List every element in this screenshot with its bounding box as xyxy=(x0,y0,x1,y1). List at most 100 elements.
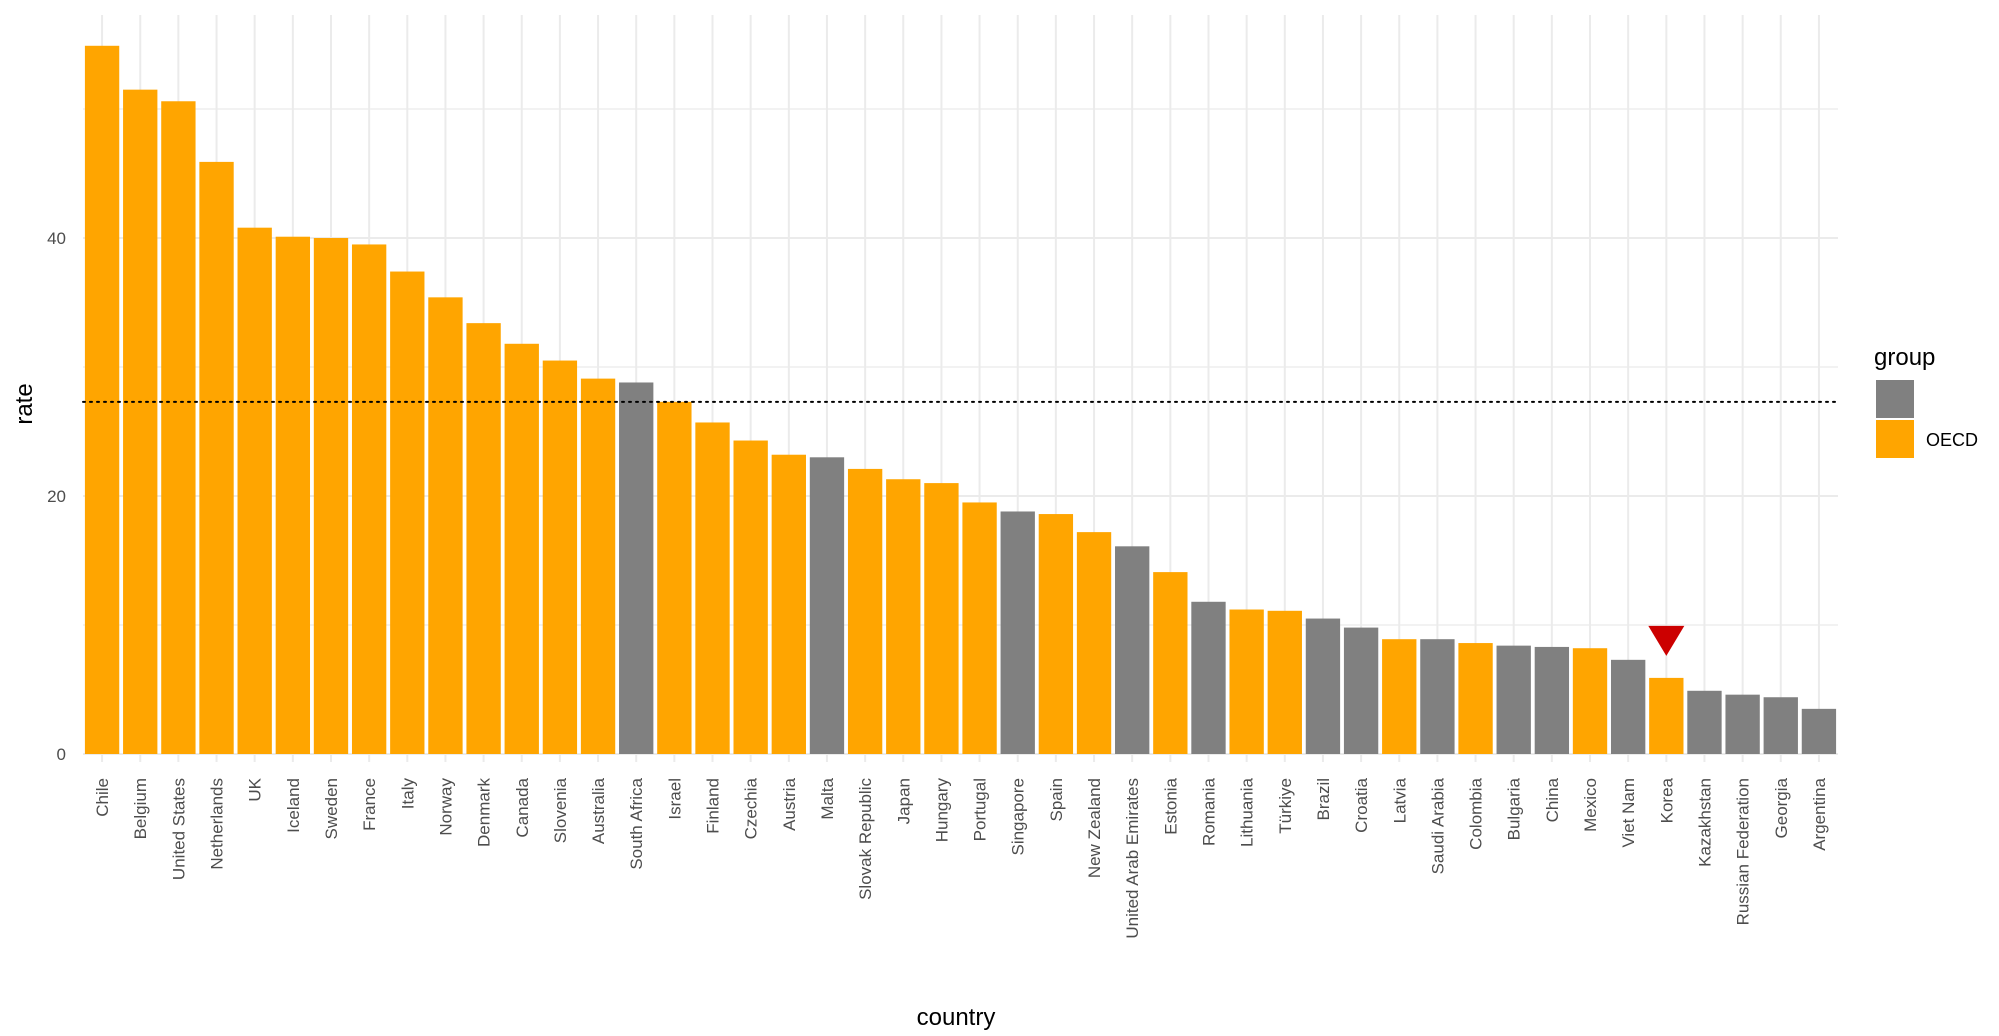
bar-iceland xyxy=(275,236,311,754)
x-tick-label: Kazakhstan xyxy=(1695,778,1714,867)
x-tick-label: United Arab Emirates xyxy=(1123,778,1142,939)
x-tick-label: China xyxy=(1543,777,1562,822)
bar-france xyxy=(351,244,387,754)
legend-label-oecd: OECD xyxy=(1926,430,1978,450)
legend-key-other xyxy=(1876,380,1914,418)
x-tick-label: Sweden xyxy=(322,778,341,839)
y-tick-label: 0 xyxy=(57,745,66,764)
x-tick-label: Singapore xyxy=(1009,778,1028,856)
x-tick-label: Denmark xyxy=(475,778,494,847)
bar-japan xyxy=(886,479,921,754)
bar-saudi-arabia xyxy=(1420,639,1455,754)
bar-sweden xyxy=(313,238,349,754)
x-tick-label: United States xyxy=(169,778,188,880)
x-tick-label: Bulgaria xyxy=(1505,777,1524,840)
x-tick-label: Austria xyxy=(780,777,799,830)
bar-latvia xyxy=(1382,639,1417,754)
x-tick-label: Korea xyxy=(1657,777,1676,823)
x-tick-label: Norway xyxy=(436,778,455,836)
x-tick-label: Saudi Arabia xyxy=(1428,777,1447,874)
legend-key-oecd xyxy=(1876,420,1914,458)
bar-united-states xyxy=(161,101,196,754)
x-tick-label: Chile xyxy=(93,778,112,817)
y-tick-label: 40 xyxy=(47,229,66,248)
x-axis-title: country xyxy=(917,1004,996,1031)
x-tick-label: Colombia xyxy=(1467,777,1486,849)
bar-t-rkiye xyxy=(1267,610,1302,754)
x-tick-label: Portugal xyxy=(971,778,990,841)
bar-mexico xyxy=(1572,648,1608,754)
bar-spain xyxy=(1038,514,1074,754)
bar-brazil xyxy=(1305,618,1341,754)
bar-italy xyxy=(390,271,425,754)
x-tick-label: Slovenia xyxy=(551,777,570,843)
x-tick-label: South Africa xyxy=(627,777,646,869)
x-tick-label: Latvia xyxy=(1390,777,1409,823)
x-tick-label: Belgium xyxy=(131,778,150,839)
x-tick-label: Spain xyxy=(1047,778,1066,821)
bar-croatia xyxy=(1343,627,1379,754)
x-tick-label: Italy xyxy=(398,778,417,810)
bar-lithuania xyxy=(1229,609,1264,754)
bar-finland xyxy=(695,422,730,754)
bar-romania xyxy=(1191,601,1226,754)
x-tick-label: UK xyxy=(246,777,265,801)
y-tick-label: 20 xyxy=(47,487,66,506)
x-tick-label: Romania xyxy=(1199,777,1218,846)
bar-new-zealand xyxy=(1076,532,1112,754)
bar-austria xyxy=(771,454,806,754)
bar-chile xyxy=(84,45,120,755)
bar-canada xyxy=(504,343,539,754)
bar-malta xyxy=(809,457,845,754)
x-tick-label: Netherlands xyxy=(208,778,227,870)
bar-viet-nam xyxy=(1610,659,1646,754)
x-tick-label: Slovak Republic xyxy=(856,778,875,900)
bar-bulgaria xyxy=(1496,645,1531,754)
bar-south-africa xyxy=(619,382,654,754)
bar-denmark xyxy=(466,323,501,754)
x-tick-label: France xyxy=(360,778,379,831)
x-tick-label: Brazil xyxy=(1314,778,1333,821)
y-tick-labels: 0 20 40 xyxy=(47,229,66,764)
bar-belgium xyxy=(123,89,158,754)
x-tick-label: Lithuania xyxy=(1238,777,1257,847)
legend-title: group xyxy=(1874,344,1935,371)
x-tick-label: Japan xyxy=(894,778,913,824)
bar-norway xyxy=(428,297,463,754)
bar-united-arab-emirates xyxy=(1115,546,1150,754)
x-tick-label: New Zealand xyxy=(1085,778,1104,878)
highlight-marker xyxy=(1648,625,1685,656)
bar-slovak-republic xyxy=(847,468,883,754)
x-tick-label: Australia xyxy=(589,777,608,844)
x-tick-label: Israel xyxy=(665,778,684,820)
bar-australia xyxy=(580,378,616,754)
x-tick-label: Viet Nam xyxy=(1619,778,1638,848)
bar-estonia xyxy=(1153,572,1188,754)
x-tick-label: Russian Federation xyxy=(1734,778,1753,925)
bar-georgia xyxy=(1763,697,1798,754)
bar-singapore xyxy=(1000,511,1035,754)
bar-uk xyxy=(237,227,272,754)
highlight-marker-group xyxy=(1648,625,1685,656)
x-tick-label: Hungary xyxy=(932,778,951,843)
y-axis-title: rate xyxy=(11,383,38,424)
bars xyxy=(84,45,1837,755)
bar-slovenia xyxy=(542,360,578,754)
x-tick-label: Türkiye xyxy=(1276,778,1295,834)
bar-portugal xyxy=(962,502,997,754)
x-tick-label: Canada xyxy=(513,777,532,837)
x-tick-labels: Chile Belgium United States Netherlands UK Ic… xyxy=(93,777,1829,938)
x-tick-label: Iceland xyxy=(284,778,303,833)
bar-russian-federation xyxy=(1725,694,1760,754)
bar-colombia xyxy=(1458,643,1493,754)
bar-china xyxy=(1534,646,1570,754)
x-tick-label: Croatia xyxy=(1352,777,1371,832)
bar-kazakhstan xyxy=(1687,690,1722,754)
bar-argentina xyxy=(1801,708,1837,754)
x-tick-label: Georgia xyxy=(1772,777,1791,838)
x-tick-label: Czechia xyxy=(742,777,761,839)
x-tick-label: Argentina xyxy=(1810,777,1829,850)
x-tick-label: Estonia xyxy=(1161,777,1180,834)
x-tick-label: Mexico xyxy=(1581,778,1600,832)
